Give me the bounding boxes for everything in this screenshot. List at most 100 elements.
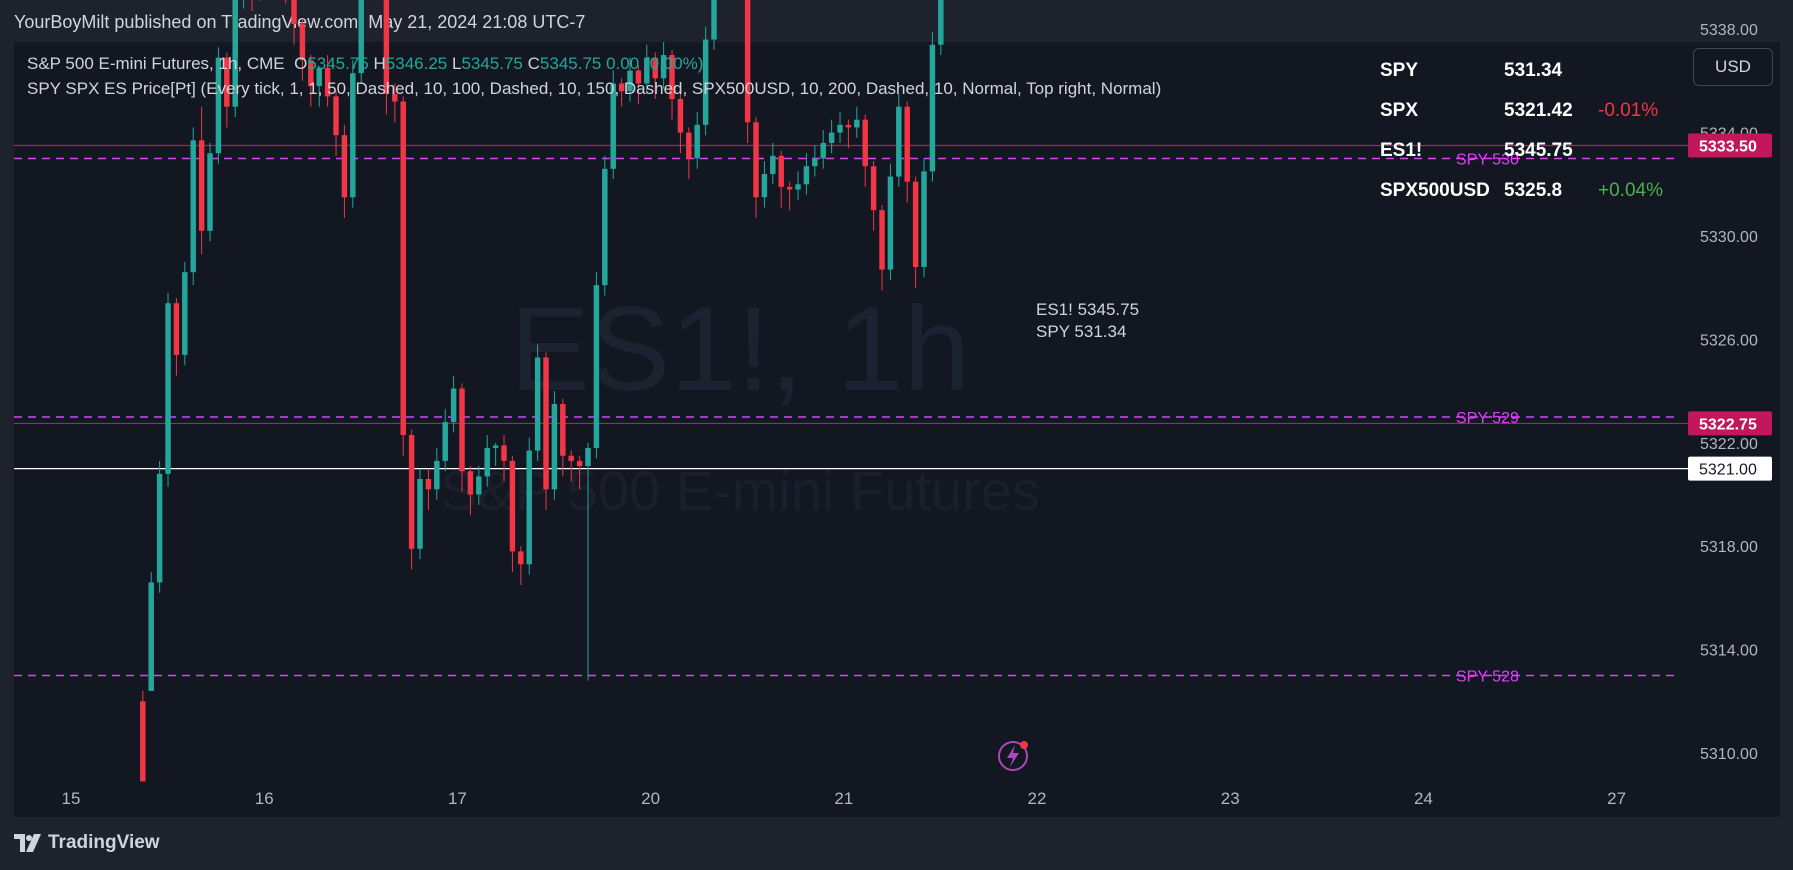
candle[interactable]: [660, 42, 667, 89]
candle[interactable]: [711, 0, 717, 50]
candle[interactable]: [778, 150, 784, 208]
candle[interactable]: [140, 690, 146, 782]
candle[interactable]: [610, 70, 616, 180]
candle[interactable]: [476, 466, 482, 505]
candle[interactable]: [308, 55, 314, 107]
candle[interactable]: [576, 455, 583, 490]
candle[interactable]: [870, 161, 877, 231]
candle[interactable]: [694, 111, 700, 169]
candle[interactable]: [283, 0, 288, 4]
candle[interactable]: [232, 0, 238, 118]
candle[interactable]: [333, 91, 339, 156]
candle-body: [534, 357, 541, 451]
candle[interactable]: [434, 447, 440, 500]
candle[interactable]: [417, 468, 423, 560]
candle[interactable]: [299, 18, 306, 81]
candle[interactable]: [820, 130, 826, 169]
candle[interactable]: [770, 142, 776, 185]
candle[interactable]: [526, 437, 532, 575]
candle[interactable]: [593, 272, 600, 459]
candle[interactable]: [442, 409, 448, 472]
candle[interactable]: [156, 460, 163, 593]
candle[interactable]: [241, 0, 246, 9]
candle[interactable]: [560, 398, 566, 477]
tradingview-logo[interactable]: TradingView: [14, 832, 160, 854]
candle[interactable]: [198, 106, 205, 255]
candle[interactable]: [921, 158, 927, 278]
candle[interactable]: [618, 78, 625, 107]
candle[interactable]: [408, 429, 415, 570]
candle[interactable]: [652, 52, 658, 99]
candle[interactable]: [341, 124, 348, 218]
candle[interactable]: [383, 0, 390, 115]
candle[interactable]: [492, 442, 499, 467]
candle[interactable]: [862, 114, 868, 187]
candle[interactable]: [258, 0, 263, 1]
candle[interactable]: [812, 145, 818, 177]
candle[interactable]: [509, 455, 516, 573]
candle[interactable]: [215, 47, 222, 164]
candle[interactable]: [803, 153, 810, 195]
candle[interactable]: [207, 142, 213, 242]
candle[interactable]: [761, 161, 768, 208]
candle[interactable]: [324, 55, 331, 107]
candle[interactable]: [828, 119, 835, 154]
candle[interactable]: [702, 26, 709, 136]
candle[interactable]: [896, 93, 902, 187]
candle[interactable]: [459, 383, 465, 492]
candle[interactable]: [291, 0, 297, 45]
candle[interactable]: [543, 352, 549, 511]
candle[interactable]: [551, 391, 558, 500]
candle[interactable]: [686, 127, 692, 180]
lightning-icon[interactable]: [998, 741, 1028, 771]
candle[interactable]: [173, 298, 180, 376]
candle[interactable]: [929, 31, 936, 182]
watermark-description: S&P 500 E-mini Futures: [440, 459, 1040, 522]
candle[interactable]: [585, 442, 591, 681]
candle[interactable]: [845, 119, 852, 149]
currency-button[interactable]: USD: [1693, 48, 1773, 86]
candle[interactable]: [165, 292, 171, 487]
candle[interactable]: [484, 435, 490, 487]
candle[interactable]: [635, 65, 642, 105]
candle[interactable]: [879, 204, 885, 291]
candle[interactable]: [190, 127, 196, 286]
candle[interactable]: [677, 93, 684, 154]
candle[interactable]: [795, 171, 801, 200]
candle[interactable]: [400, 96, 406, 456]
y-axis-tick-label: 5322.00: [1700, 436, 1758, 453]
candle[interactable]: [182, 261, 188, 366]
candle[interactable]: [744, 0, 751, 143]
candle[interactable]: [568, 450, 574, 482]
indicator-legend[interactable]: SPY SPX ES Price[Pt] (Every tick, 1, 1, …: [27, 79, 1162, 98]
candle[interactable]: [627, 57, 633, 102]
candle[interactable]: [837, 111, 843, 143]
candle[interactable]: [602, 155, 608, 296]
candle[interactable]: [350, 60, 356, 208]
candle-body: [921, 171, 927, 268]
candle[interactable]: [786, 181, 793, 211]
candle[interactable]: [644, 44, 650, 94]
candle[interactable]: [518, 546, 524, 585]
candle[interactable]: [938, 0, 944, 56]
candle[interactable]: [912, 176, 919, 288]
candle[interactable]: [534, 344, 541, 461]
candle[interactable]: [148, 572, 154, 691]
candle[interactable]: [224, 52, 230, 128]
candle[interactable]: [392, 83, 398, 123]
candle[interactable]: [450, 375, 457, 433]
candle[interactable]: [358, 0, 364, 84]
candle-body: [392, 93, 398, 102]
candle[interactable]: [425, 468, 432, 511]
candle[interactable]: [854, 106, 860, 138]
candle[interactable]: [249, 0, 254, 12]
candle[interactable]: [467, 466, 474, 516]
candle[interactable]: [904, 101, 910, 203]
candle[interactable]: [753, 117, 759, 218]
candle[interactable]: [501, 435, 507, 482]
candle-body: [669, 55, 675, 99]
candle[interactable]: [887, 163, 894, 280]
candle[interactable]: [316, 67, 322, 107]
candle[interactable]: [669, 49, 675, 120]
